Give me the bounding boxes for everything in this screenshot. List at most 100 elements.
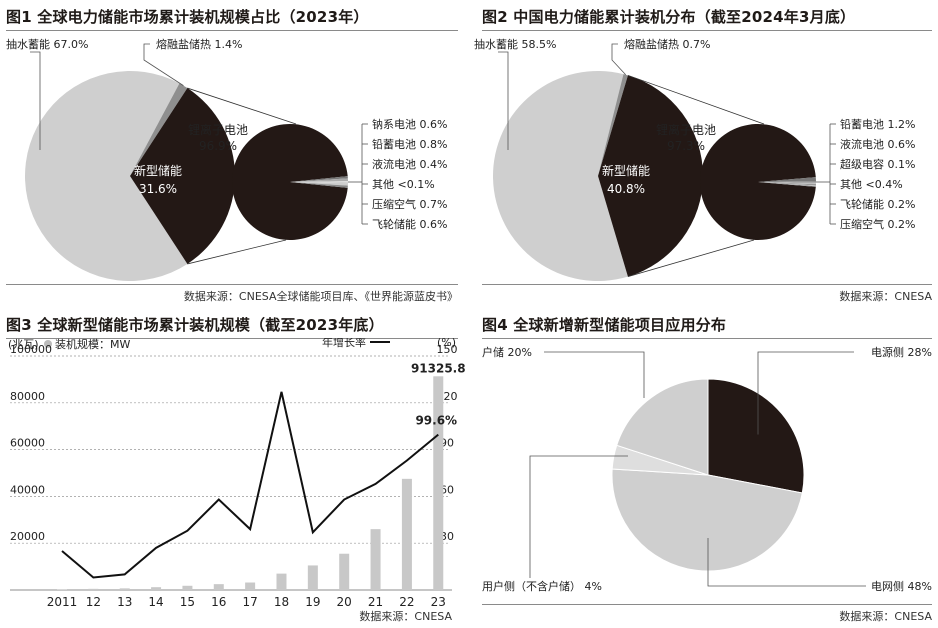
connector-top xyxy=(627,74,765,125)
yleft-tick-1: 40000 xyxy=(10,483,45,496)
x-tick-0: 2011 xyxy=(47,595,78,609)
pie-slice-1 xyxy=(611,468,803,572)
yleft-tick-2: 60000 xyxy=(10,437,45,450)
x-tick-7: 18 xyxy=(274,595,289,609)
breakdown-slice-3 xyxy=(290,182,348,184)
label-new-storage: 新型储能 xyxy=(602,163,650,178)
growth-rate-line xyxy=(61,391,439,579)
chart2-title: 图2 中国电力储能累计装机分布（截至2024年3月底） xyxy=(482,8,856,26)
pie-slice-3 xyxy=(616,378,709,476)
chart4-title-rule xyxy=(482,338,932,339)
label-home-storage: 户储 20% xyxy=(482,345,532,359)
leader-home-storage xyxy=(544,351,645,398)
breakdown-slice-lithium xyxy=(700,124,816,240)
chart1-source: 数据来源：CNESA全球储能项目库、《世界能源蓝皮书》 xyxy=(183,290,458,303)
label-last-bar: 91325.8 xyxy=(411,361,466,375)
breakdown-label-3: 其他 <0.4% xyxy=(840,178,903,191)
yleft-tick-0: 20000 xyxy=(10,530,45,543)
label-molten-salt: 熔融盐储热 1.4% xyxy=(156,37,242,51)
label-lithium: 锂离子电池 xyxy=(188,122,248,137)
leader-molten-salt xyxy=(611,43,626,75)
breakdown-label-3: 其他 <0.1% xyxy=(372,178,435,191)
breakdown-label-4: 压缩空气 0.7% xyxy=(372,197,447,211)
value-lithium: 97.3% xyxy=(667,139,705,153)
bar-6 xyxy=(245,582,256,590)
leader-molten-salt xyxy=(143,43,184,86)
label-pumped-hydro: 抽水蓄能 58.5% xyxy=(474,37,556,51)
pie-slice-new-storage xyxy=(130,88,235,264)
chart4-pie: 电源侧 28% 电网侧 48% 用户侧（不含户储） 4% 户储 20% xyxy=(482,345,932,593)
breakdown-slice-1 xyxy=(758,181,816,184)
chart1-title-rule xyxy=(6,30,458,31)
bar-5 xyxy=(213,584,224,590)
bar-8 xyxy=(307,565,318,590)
breakdown-slice-3 xyxy=(758,182,816,186)
bar-3 xyxy=(151,587,162,590)
x-tick-8: 19 xyxy=(305,595,320,609)
pie-slice-pumped-hydro xyxy=(493,71,628,281)
chart4-source: 数据来源：CNESA xyxy=(839,610,932,623)
breakdown-slice-5 xyxy=(758,182,816,187)
x-tick-10: 21 xyxy=(368,595,383,609)
yright-unit: (%) xyxy=(437,338,456,349)
breakdown-label-2: 液流电池 0.4% xyxy=(372,157,447,171)
pie-slice-new-storage xyxy=(598,75,703,277)
x-tick-1: 12 xyxy=(86,595,101,609)
breakdown-label-1: 液流电池 0.6% xyxy=(840,137,915,151)
pie-slice-pumped-hydro xyxy=(25,71,188,281)
legend-bar-swatch xyxy=(44,340,52,348)
x-tick-5: 16 xyxy=(211,595,226,609)
breakdown-slice-0 xyxy=(758,177,816,182)
chart3-source: 数据来源：CNESA xyxy=(359,609,452,623)
x-tick-4: 15 xyxy=(180,595,195,609)
breakdown-slice-5 xyxy=(290,182,348,188)
chart2-source-rule xyxy=(482,284,932,285)
breakdown-slice-4 xyxy=(290,182,348,186)
breakdown-label-4: 飞轮储能 0.2% xyxy=(840,197,915,211)
breakdown-label-5: 飞轮储能 0.6% xyxy=(372,217,447,231)
chart3-title: 图3 全球新型储能市场累计装机规模（截至2023年底） xyxy=(6,316,384,334)
breakdown-slice-2 xyxy=(758,182,816,185)
x-tick-2: 13 xyxy=(117,595,132,609)
yright-tick-1: 60 xyxy=(440,483,454,496)
chart2-source: 数据来源：CNESA xyxy=(839,290,932,303)
label-pumped-hydro: 抽水蓄能 67.0% xyxy=(6,37,88,51)
label-grid-side: 电网侧 48% xyxy=(871,580,932,593)
chart3-combo: (兆瓦) 装机规模：MW 年增长率 (%) 20000 40000 60000 80000 10… xyxy=(8,338,466,623)
label-source-side: 电源侧 28% xyxy=(871,345,932,359)
legend-bar-label: 装机规模：MW xyxy=(55,338,130,351)
value-new-storage: 40.8% xyxy=(607,182,645,196)
chart1-title: 图1 全球电力储能市场累计装机规模占比（2023年） xyxy=(6,8,369,26)
breakdown-slice-2 xyxy=(290,181,348,183)
leader-pumped-hydro xyxy=(30,51,41,150)
breakdown-label-0: 钠系电池 0.6% xyxy=(372,117,447,131)
label-new-storage: 新型储能 xyxy=(134,163,182,178)
label-last-rate: 99.6% xyxy=(415,414,457,428)
chart1-source-rule xyxy=(6,284,458,285)
yleft-unit: (兆瓦) xyxy=(8,338,39,351)
pie-slice-molten-salt xyxy=(598,74,628,176)
value-lithium: 96.9% xyxy=(199,139,237,153)
breakdown-label-1: 铅蓄电池 0.8% xyxy=(372,137,447,151)
bar-0 xyxy=(57,589,67,590)
x-tick-9: 20 xyxy=(337,595,352,609)
chart4-title: 图4 全球新增新型储能项目应用分布 xyxy=(482,316,727,334)
connector-bottom xyxy=(187,239,287,265)
bar-12 xyxy=(433,376,444,590)
chart4-source-rule xyxy=(482,604,932,605)
leader-grid-side xyxy=(707,538,866,587)
breakdown-label-5: 压缩空气 0.2% xyxy=(840,217,915,231)
legend-line-label: 年增长率 xyxy=(322,338,366,349)
x-tick-6: 17 xyxy=(242,595,257,609)
x-tick-12: 23 xyxy=(431,595,446,609)
chart3-title-rule xyxy=(6,338,458,339)
pie-slice-molten-salt xyxy=(130,83,188,176)
bar-9 xyxy=(339,553,350,590)
bar-1 xyxy=(88,588,99,590)
breakdown-label-2: 超级电容 0.1% xyxy=(840,157,915,171)
breakdown-label-0: 铅蓄电池 1.2% xyxy=(840,117,915,131)
value-new-storage: 31.6% xyxy=(139,182,177,196)
chart1-pie: 抽水蓄能 67.0% 熔融盐储热 1.4% 新型储能 31.6% 锂离子电池 96.9% 钠… xyxy=(6,37,447,281)
bar-7 xyxy=(276,573,287,590)
chart2-title-rule xyxy=(482,30,932,31)
